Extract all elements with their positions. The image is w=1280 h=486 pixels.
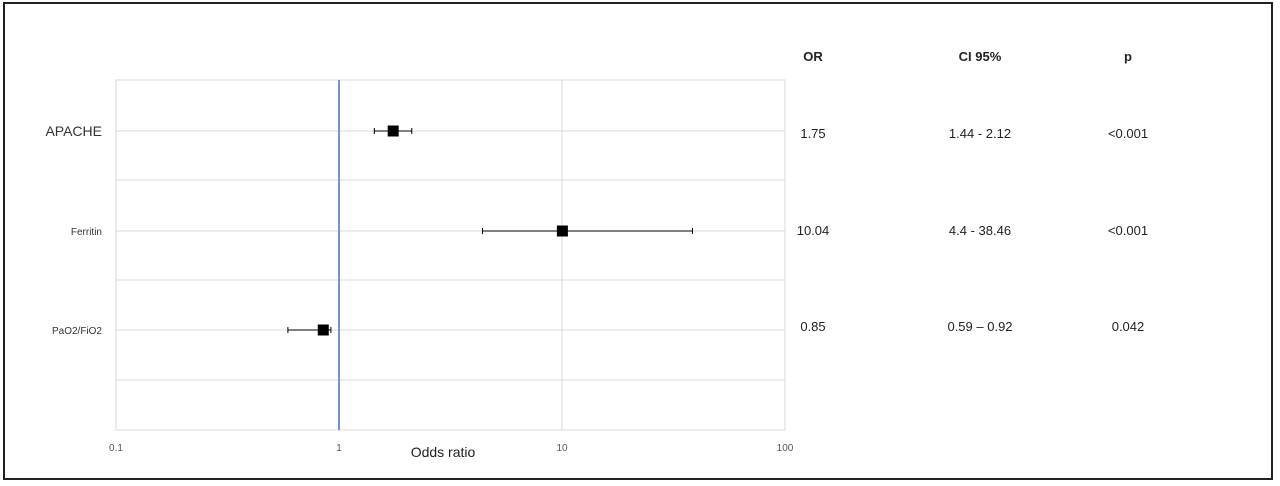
cell-p: <0.001 (1108, 223, 1148, 238)
row-label: Ferritin (71, 227, 102, 238)
cell-or: 0.85 (800, 319, 825, 334)
cell-ci: 4.4 - 38.46 (949, 223, 1011, 238)
plot-marks: APACHE Ferritin PaO2/FiO2 (45, 80, 693, 430)
header-or: OR (803, 49, 823, 64)
x-tick-label: 0.1 (109, 443, 123, 454)
header-ci: CI 95% (959, 49, 1002, 64)
figure-frame (3, 2, 1273, 480)
or-marker (317, 324, 329, 336)
results-table: OR CI 95% p 1.75 1.44 - 2.12 <0.001 10.04 4.… (797, 49, 1148, 334)
plot-area-border (115, 79, 786, 431)
cell-or: 10.04 (797, 223, 830, 238)
x-tick-label: 1 (336, 443, 342, 454)
x-tick-label: 10 (556, 443, 568, 454)
or-marker (556, 225, 568, 237)
cell-ci: 0.59 – 0.92 (947, 319, 1012, 334)
row-label: APACHE (45, 123, 102, 139)
x-axis-label: Odds ratio (411, 444, 476, 460)
or-marker (387, 125, 399, 137)
cell-ci: 1.44 - 2.12 (949, 126, 1011, 141)
cell-p: <0.001 (1108, 126, 1148, 141)
x-tick-label: 100 (777, 443, 794, 454)
cell-p: 0.042 (1112, 319, 1145, 334)
plot-grid: 0.1 1 10 100 (109, 79, 794, 454)
header-p: p (1124, 49, 1132, 64)
row-label: PaO2/FiO2 (52, 326, 102, 337)
cell-or: 1.75 (800, 126, 825, 141)
